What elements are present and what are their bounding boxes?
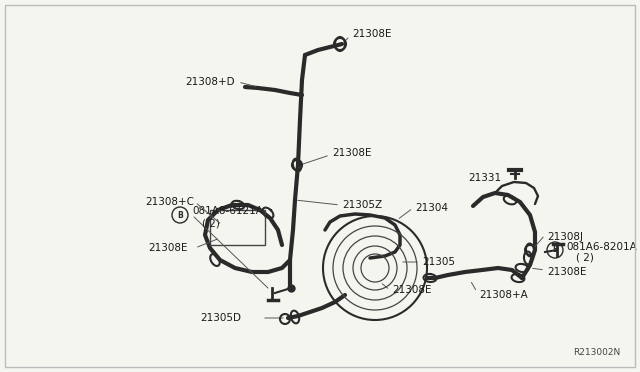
Text: 21331: 21331 bbox=[468, 173, 501, 183]
Text: 21305D: 21305D bbox=[200, 313, 241, 323]
Text: 21308E: 21308E bbox=[148, 243, 188, 253]
Text: ( 2): ( 2) bbox=[576, 252, 594, 262]
Text: B: B bbox=[177, 211, 183, 219]
Text: 21308+A: 21308+A bbox=[479, 290, 528, 300]
Text: 21308E: 21308E bbox=[547, 267, 586, 277]
Text: B: B bbox=[552, 246, 558, 254]
Text: R213002N: R213002N bbox=[573, 348, 620, 357]
Text: 21308J: 21308J bbox=[547, 232, 583, 242]
Text: 21308E: 21308E bbox=[332, 148, 371, 158]
Text: 21308+C: 21308+C bbox=[145, 197, 194, 207]
Text: 21305: 21305 bbox=[422, 257, 455, 267]
Text: ( 2): ( 2) bbox=[202, 218, 220, 228]
Text: 21305Z: 21305Z bbox=[342, 200, 382, 210]
Text: 21308E: 21308E bbox=[392, 285, 431, 295]
Text: 081A6-8201A: 081A6-8201A bbox=[566, 242, 637, 252]
Text: 21308E: 21308E bbox=[352, 29, 392, 39]
Text: 21304: 21304 bbox=[415, 203, 448, 213]
Text: 081A8-6121A: 081A8-6121A bbox=[192, 206, 263, 216]
Text: 21308+D: 21308+D bbox=[185, 77, 235, 87]
